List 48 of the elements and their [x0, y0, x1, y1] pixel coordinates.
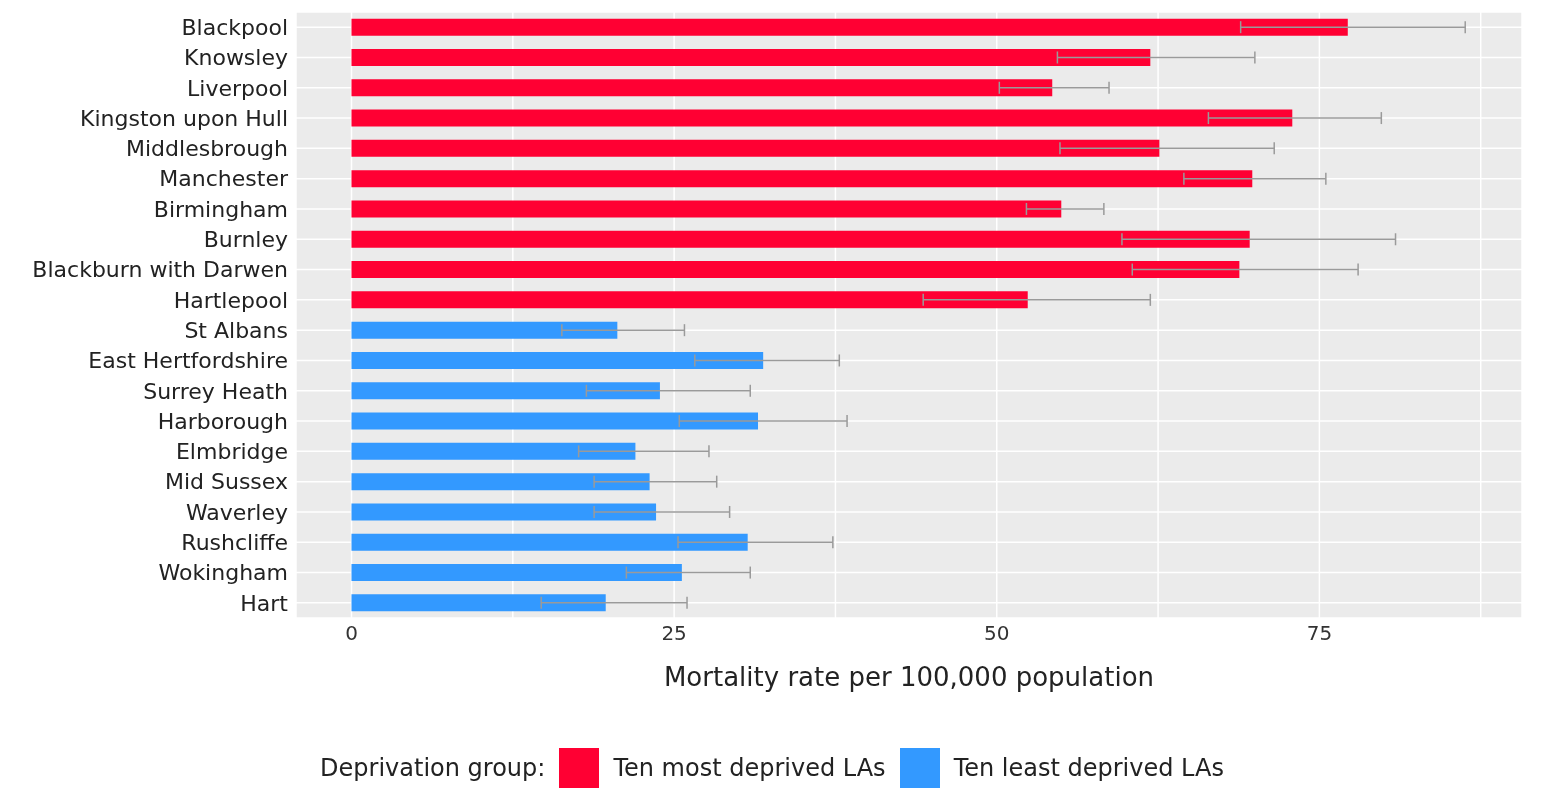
legend-label: Ten most deprived LAs [613, 754, 886, 782]
y-tick-label: Manchester [159, 166, 289, 192]
bar [351, 321, 618, 339]
bar [351, 109, 1293, 127]
bar [351, 48, 1151, 66]
x-tick-label: 25 [661, 621, 687, 646]
bar [351, 382, 660, 400]
y-tick-label: Wokingham [158, 560, 288, 586]
y-tick-label: Hartlepool [173, 287, 288, 313]
y-tick-label: Hart [240, 590, 289, 616]
bar [351, 261, 1240, 279]
y-tick-label: Middlesbrough [126, 136, 288, 162]
y-tick-label: Rushcliffe [181, 530, 288, 556]
y-tick-label: Birmingham [153, 196, 288, 222]
y-tick-label: Burnley [203, 227, 288, 253]
bar [351, 230, 1250, 248]
y-tick-label: Blackburn with Darwen [32, 257, 288, 283]
legend-label: Ten least deprived LAs [953, 754, 1224, 782]
y-tick-label: Surrey Heath [143, 378, 288, 404]
bar [351, 564, 682, 582]
bar [351, 200, 1062, 218]
bar [351, 79, 1053, 97]
bar [351, 594, 606, 612]
bar [351, 18, 1348, 36]
bar [351, 139, 1160, 157]
bar [351, 412, 759, 430]
y-tick-label: Kingston upon Hull [80, 105, 288, 131]
x-tick-label: 50 [984, 621, 1010, 646]
x-tick-label: 75 [1306, 621, 1333, 646]
y-tick-label: East Hertfordshire [88, 348, 288, 374]
bar [351, 442, 636, 460]
y-tick-label: Knowsley [184, 45, 288, 71]
bar [351, 170, 1253, 188]
y-tick-label: St Albans [184, 317, 288, 343]
bar [351, 291, 1028, 309]
bar [351, 351, 764, 369]
y-tick-label: Blackpool [181, 14, 288, 40]
bar [351, 503, 657, 521]
y-tick-label: Waverley [185, 499, 288, 525]
legend-title: Deprivation group: [320, 754, 546, 782]
x-axis-title: Mortality rate per 100,000 population [663, 662, 1155, 692]
bar [351, 473, 650, 491]
y-tick-label: Liverpool [187, 75, 288, 101]
x-tick-label: 0 [345, 621, 358, 646]
y-tick-label: Harborough [157, 408, 288, 434]
y-tick-label: Mid Sussex [164, 469, 288, 495]
y-tick-label: Elmbridge [175, 439, 288, 465]
bar [351, 533, 748, 551]
